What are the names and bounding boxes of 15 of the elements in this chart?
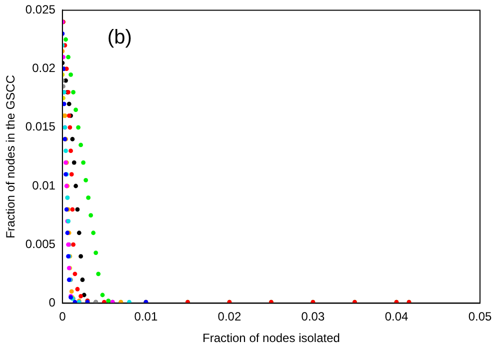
y-tick-label: 0 <box>48 296 56 310</box>
y-tick-label: 0.015 <box>25 120 56 134</box>
annotation: (b) <box>107 26 132 49</box>
x-tick-label: 0.03 <box>301 310 325 324</box>
x-tick-label: 0.04 <box>384 310 408 324</box>
x-axis-title: Fraction of nodes isolated <box>202 331 340 346</box>
x-tick-label: 0 <box>59 310 66 324</box>
y-axis-title: Fraction of nodes in the GSCC <box>4 74 18 238</box>
x-tick-label: 0.02 <box>218 310 242 324</box>
y-tick-label: 0.01 <box>32 178 56 192</box>
x-tick-label: 0.05 <box>468 310 492 324</box>
y-tick-label: 0.005 <box>25 236 56 251</box>
y-tick-label: 0.02 <box>32 61 56 76</box>
x-tick-label: 0.01 <box>134 310 158 324</box>
y-tick-label: 0.025 <box>25 2 56 17</box>
